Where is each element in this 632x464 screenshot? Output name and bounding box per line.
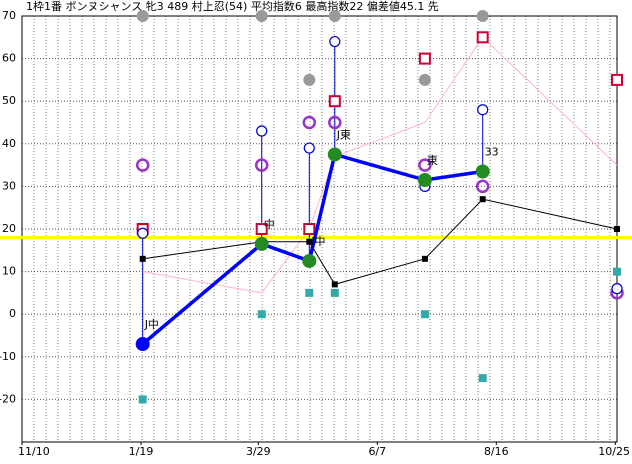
marker (421, 255, 428, 262)
marker (305, 288, 314, 297)
marker (475, 179, 490, 194)
point-label: J中 (144, 318, 159, 331)
marker (302, 253, 317, 268)
marker (303, 223, 316, 235)
marker (328, 115, 342, 130)
marker (418, 73, 431, 86)
y-tick-label: 10 (2, 265, 16, 278)
marker (613, 267, 621, 276)
y-tick-label: 30 (2, 179, 16, 192)
marker (418, 52, 431, 65)
marker (417, 173, 432, 188)
marker (303, 142, 315, 154)
y-tick-label: 70 (2, 9, 16, 22)
marker (306, 238, 313, 245)
y-tick-label: -20 (0, 392, 16, 405)
point-label: J中 (310, 235, 325, 248)
marker (254, 158, 269, 172)
marker (328, 10, 341, 22)
marker (303, 73, 316, 86)
marker (254, 236, 269, 251)
x-tick-label: 1/19 (129, 445, 154, 458)
marker (139, 255, 146, 262)
x-tick-label: 11/10 (18, 445, 50, 458)
y-tick-label: 50 (2, 94, 16, 107)
marker (611, 283, 623, 295)
marker (135, 158, 150, 172)
marker (327, 147, 342, 162)
point-label: 東 (427, 154, 438, 167)
marker (476, 10, 489, 22)
marker (479, 196, 486, 203)
marker (614, 226, 620, 232)
marker (330, 288, 339, 297)
marker (477, 104, 489, 116)
y-tick-label: 60 (2, 52, 16, 65)
marker (255, 10, 268, 22)
marker (138, 395, 147, 404)
marker (255, 223, 268, 235)
y-tick-label: 0 (9, 307, 16, 320)
marker (331, 281, 338, 288)
x-tick-label: 3/29 (246, 445, 271, 458)
point-label: 33 (485, 145, 499, 158)
x-tick-label: 6/7 (368, 445, 386, 458)
marker (136, 10, 149, 22)
marker (611, 73, 623, 86)
marker (420, 310, 429, 319)
chart-title: 1枠1番 ボンヌシャンス 牝3 489 村上忍(54) 平均指数6 最高指数22… (26, 0, 439, 13)
point-label: 中 (264, 218, 275, 231)
marker (302, 115, 317, 130)
series-line (141, 152, 483, 346)
marker (328, 95, 341, 108)
marker (256, 125, 268, 137)
y-tick-label: 40 (2, 137, 16, 150)
marker (135, 337, 150, 352)
x-tick-label: 10/25 (598, 445, 630, 458)
marker (257, 310, 266, 319)
marker (329, 35, 341, 48)
x-tick-label: 8/16 (484, 445, 509, 458)
marker (475, 164, 490, 179)
marker (418, 158, 432, 172)
marker (476, 31, 489, 44)
y-tick-label: 20 (2, 222, 16, 235)
marker (137, 227, 149, 239)
marker (478, 374, 487, 383)
point-label: J東 (336, 128, 351, 141)
y-tick-label: -10 (0, 350, 16, 363)
